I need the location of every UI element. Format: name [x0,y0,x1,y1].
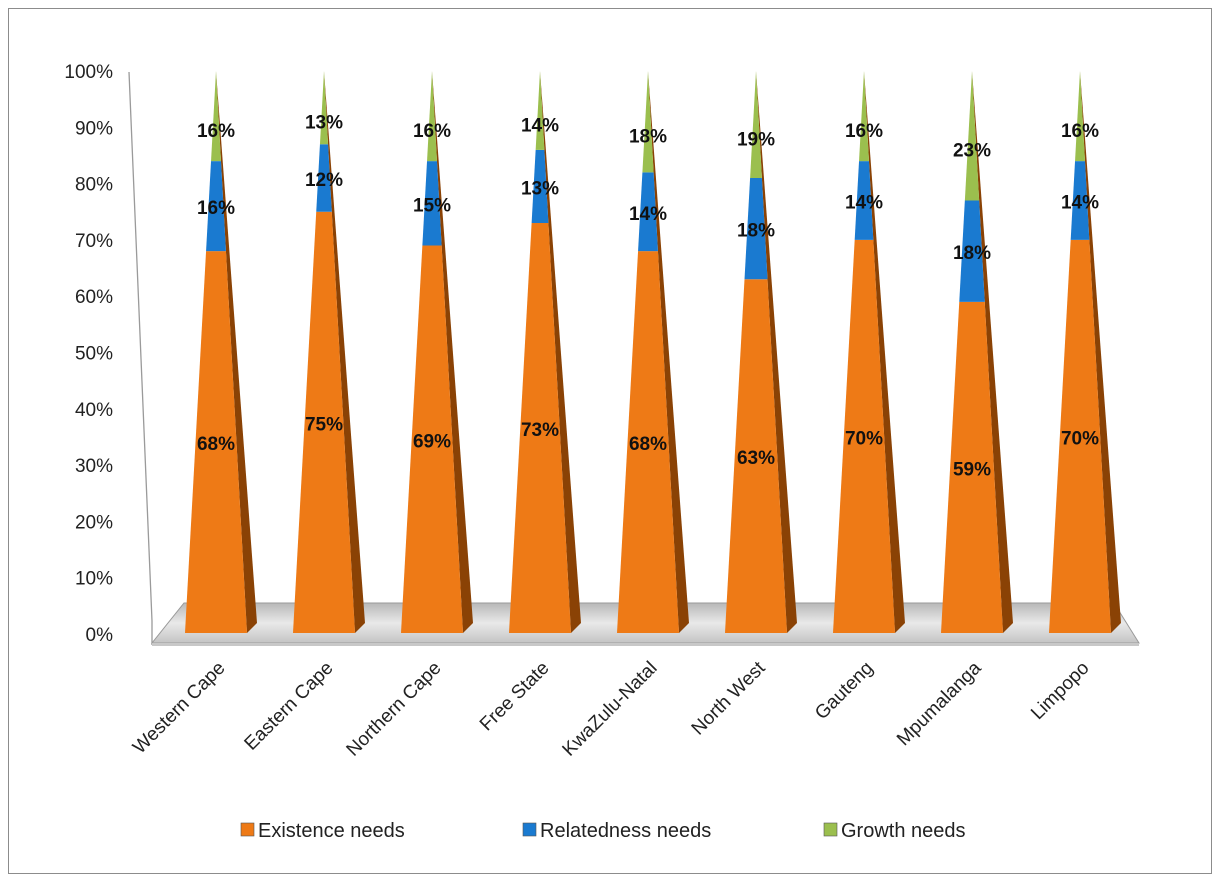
growth-data-label: 23% [953,141,991,162]
relatedness-segment [1070,161,1090,240]
existence-segment [509,223,571,633]
relatedness-segment [744,177,768,280]
growth-data-label: 16% [197,121,235,142]
growth-segment [1075,71,1085,162]
relatedness-data-label: 12% [305,170,343,191]
existence-data-label: 70% [845,428,883,449]
y-tick-label: 30% [75,456,113,477]
value-axis-line [128,71,153,645]
cone-side [324,71,365,633]
relatedness-data-label: 15% [413,195,451,216]
relatedness-data-label: 14% [845,192,883,213]
legend-swatch [240,822,255,837]
relatedness-data-label: 18% [737,221,775,242]
category-label: Free State [476,658,554,736]
existence-segment [725,279,787,633]
category-axis: Western Cape Eastern Cape Northern Cape Fre… [129,657,1093,760]
existence-segment [617,251,679,633]
relatedness-segment [854,161,874,240]
y-tick-label: 90% [75,118,113,139]
growth-segment [964,71,980,201]
y-tick-label: 0% [86,625,114,646]
existence-segment [293,211,355,633]
existence-segment [833,239,895,633]
existence-data-label: 73% [521,420,559,441]
growth-data-label: 16% [413,121,451,142]
category-label: Western Cape [129,658,229,758]
category-label: Limpopo [1027,658,1093,724]
category-label: North West [688,657,770,739]
existence-segment [185,251,247,633]
cone-side [216,71,257,633]
relatedness-data-label: 18% [953,243,991,264]
label-layer: 68% 16% 16% 75% 12% 13% 69% 15% 16% 73% 13% 14% 68% 1… [197,113,1099,481]
growth-data-label: 16% [1061,121,1099,142]
existence-data-label: 63% [737,448,775,469]
y-tick-label: 20% [75,512,113,533]
chart-frame: 0% 10% 20% 30% 40% 50% 60% 70% 80% 90% 100% 68% 16%… [8,8,1212,874]
growth-segment [319,71,329,145]
relatedness-segment [531,149,549,224]
relatedness-segment [638,172,658,252]
y-tick-label: 40% [75,400,113,421]
floor-edge [152,643,1139,646]
growth-segment [211,71,221,162]
y-tick-label: 80% [75,175,113,196]
relatedness-data-label: 14% [629,204,667,225]
y-tick-label: 100% [64,62,113,83]
y-tick-label: 70% [75,231,113,252]
growth-data-label: 18% [629,127,667,148]
cone-side [972,71,1013,633]
category-label: KwaZulu-Natal [559,658,662,761]
relatedness-data-label: 16% [197,198,235,219]
relatedness-segment [316,144,332,212]
category-label: Northern Cape [343,658,446,761]
relatedness-segment [422,161,442,246]
growth-segment [642,71,654,173]
legend: Existence needs Relatedness needs Growth n… [240,820,966,842]
existence-data-label: 69% [413,431,451,452]
relatedness-segment [206,161,226,252]
existence-segment [1049,239,1111,633]
existence-data-label: 75% [305,414,343,435]
relatedness-data-label: 13% [521,178,559,199]
cone-side [432,71,473,633]
chart: 0% 10% 20% 30% 40% 50% 60% 70% 80% 90% 100% 68% 16%… [64,62,1140,842]
category-label: Eastern Cape [241,658,338,755]
existence-segment [941,301,1003,633]
existence-data-label: 59% [953,459,991,480]
growth-data-label: 16% [845,121,883,142]
existence-data-label: 70% [1061,428,1099,449]
growth-segment [859,71,869,162]
cone-side [648,71,689,633]
existence-segment [401,245,463,633]
cone-side [1080,71,1121,633]
cone-side [864,71,905,633]
legend-label: Existence needs [258,820,405,842]
growth-segment [750,71,762,178]
relatedness-segment [959,200,985,302]
y-tick-label: 10% [75,569,113,590]
existence-data-label: 68% [197,434,235,455]
y-tick-label: 60% [75,287,113,308]
axis-layer: 0% 10% 20% 30% 40% 50% 60% 70% 80% 90% 100% [64,62,153,646]
cone-side [540,71,581,633]
growth-segment [427,71,437,162]
growth-data-label: 19% [737,129,775,150]
legend-swatch [823,822,838,837]
growth-data-label: 14% [521,115,559,136]
existence-data-label: 68% [629,434,667,455]
legend-label: Growth needs [841,820,966,842]
legend-swatch [522,822,537,837]
category-label: Gauteng [811,658,877,724]
legend-label: Relatedness needs [540,820,711,842]
cone-layer [185,71,1121,633]
category-label: Mpumalanga [893,657,986,750]
cone-side [756,71,797,633]
growth-segment [535,71,545,150]
growth-data-label: 13% [305,113,343,134]
y-tick-label: 50% [75,344,113,365]
relatedness-data-label: 14% [1061,192,1099,213]
